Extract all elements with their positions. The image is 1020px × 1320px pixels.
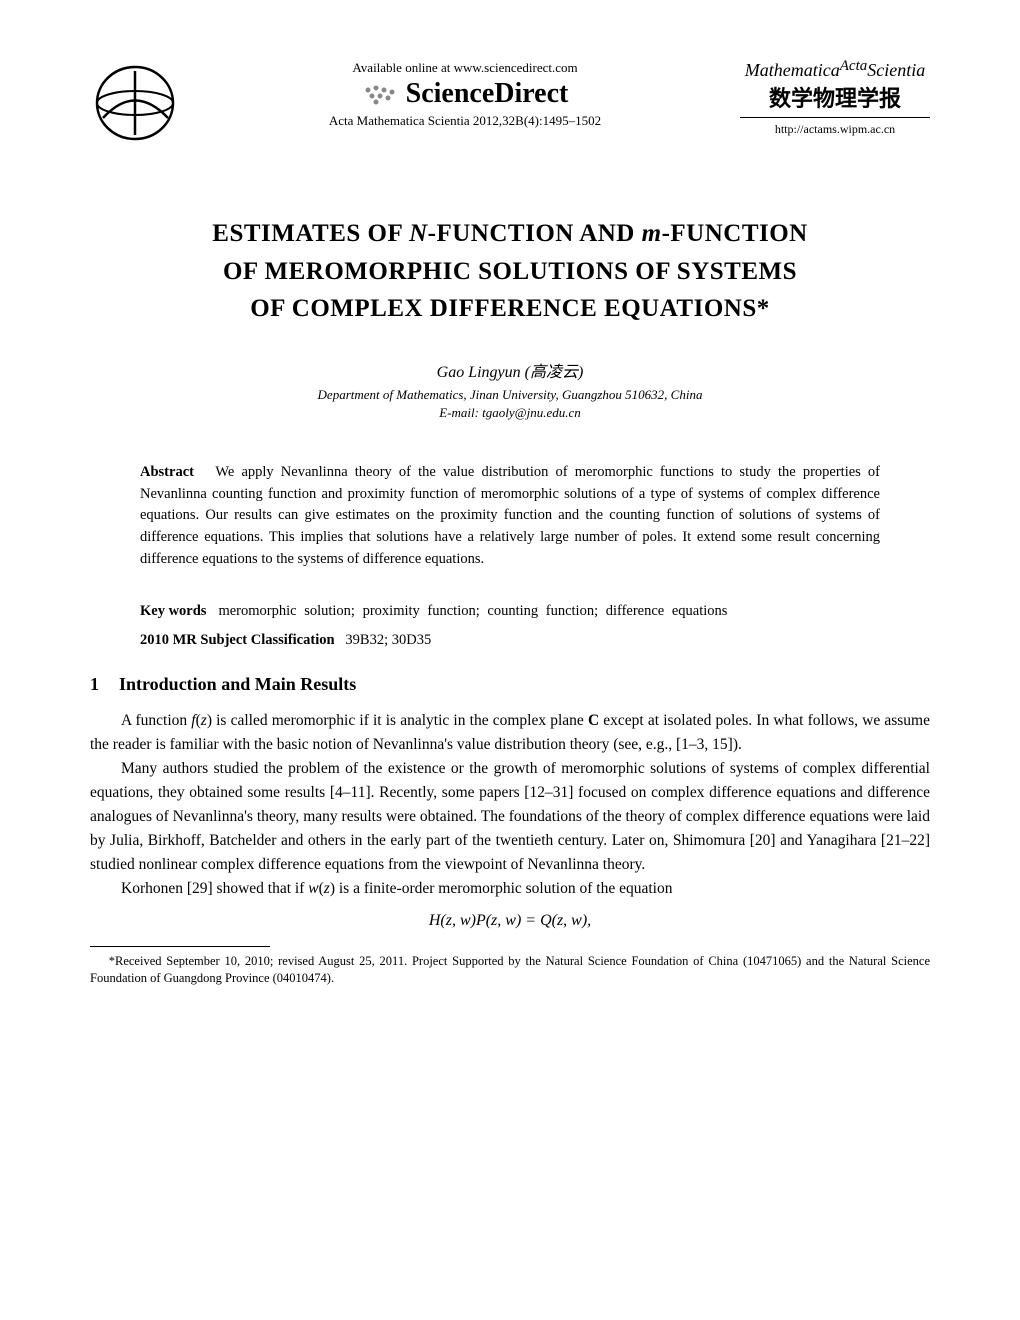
title-line-3: OF COMPLEX DIFFERENCE EQUATIONS* [90,290,930,328]
publisher-logo [90,60,190,145]
author-email: E-mail: tgaoly@jnu.edu.cn [90,404,930,422]
journal-logo-block: MathematicaActaScientia 数学物理学报 http://ac… [740,60,930,137]
classification-label: 2010 MR Subject Classification [140,632,335,648]
title-line-2: OF MEROMORPHIC SOLUTIONS OF SYSTEMS [90,253,930,291]
journal-script-title: MathematicaActaScientia [740,60,930,81]
section-1-para-2: Many authors studied the problem of the … [90,757,930,877]
subject-classification: 2010 MR Subject Classification 39B32; 30… [140,632,880,649]
classification-codes: 39B32; 30D35 [345,632,431,648]
section-title: Introduction and Main Results [119,674,356,694]
abstract-label: Abstract [140,464,194,480]
journal-url: http://actams.wipm.ac.cn [740,122,930,137]
author-name: Gao Lingyun (高凌云) [90,358,930,382]
section-1-heading: 1 Introduction and Main Results [90,674,930,695]
author-block: Gao Lingyun (高凌云) Department of Mathemat… [90,358,930,422]
abstract: Abstract We apply Nevanlinna theory of t… [140,462,880,571]
sciencedirect-text: ScienceDirect [406,78,569,109]
citation-text: Acta Mathematica Scientia 2012,32B(4):14… [200,113,730,129]
available-online-text: Available online at www.sciencedirect.co… [200,60,730,76]
journal-chinese-title: 数学物理学报 [740,81,930,113]
keywords: Key words meromorphic solution; proximit… [140,601,880,623]
footnote-separator [90,946,270,947]
section-number: 1 [90,674,99,695]
header-center: Available online at www.sciencedirect.co… [190,60,740,129]
page-header: Available online at www.sciencedirect.co… [90,60,930,145]
title-line-1: ESTIMATES OF N-FUNCTION AND m-FUNCTION [90,215,930,253]
sciencedirect-brand: ScienceDirect [200,78,730,113]
section-1-para-1: A function f(z) is called meromorphic if… [90,709,930,757]
abstract-text: We apply Nevanlinna theory of the value … [140,464,880,567]
keywords-label: Key words [140,601,218,623]
keywords-text: meromorphic solution; proximity function… [218,601,880,623]
elsevier-logo-icon [90,60,180,145]
equation-1: H(z, w)P(z, w) = Q(z, w), [90,912,930,930]
article-title: ESTIMATES OF N-FUNCTION AND m-FUNCTION O… [90,215,930,328]
journal-logo: MathematicaActaScientia 数学物理学报 [740,60,930,118]
section-1-para-3: Korhonen [29] showed that if w(z) is a f… [90,877,930,901]
footnote-text: *Received September 10, 2010; revised Au… [90,953,930,988]
sciencedirect-icon [362,84,398,113]
author-affiliation: Department of Mathematics, Jinan Univers… [90,386,930,404]
